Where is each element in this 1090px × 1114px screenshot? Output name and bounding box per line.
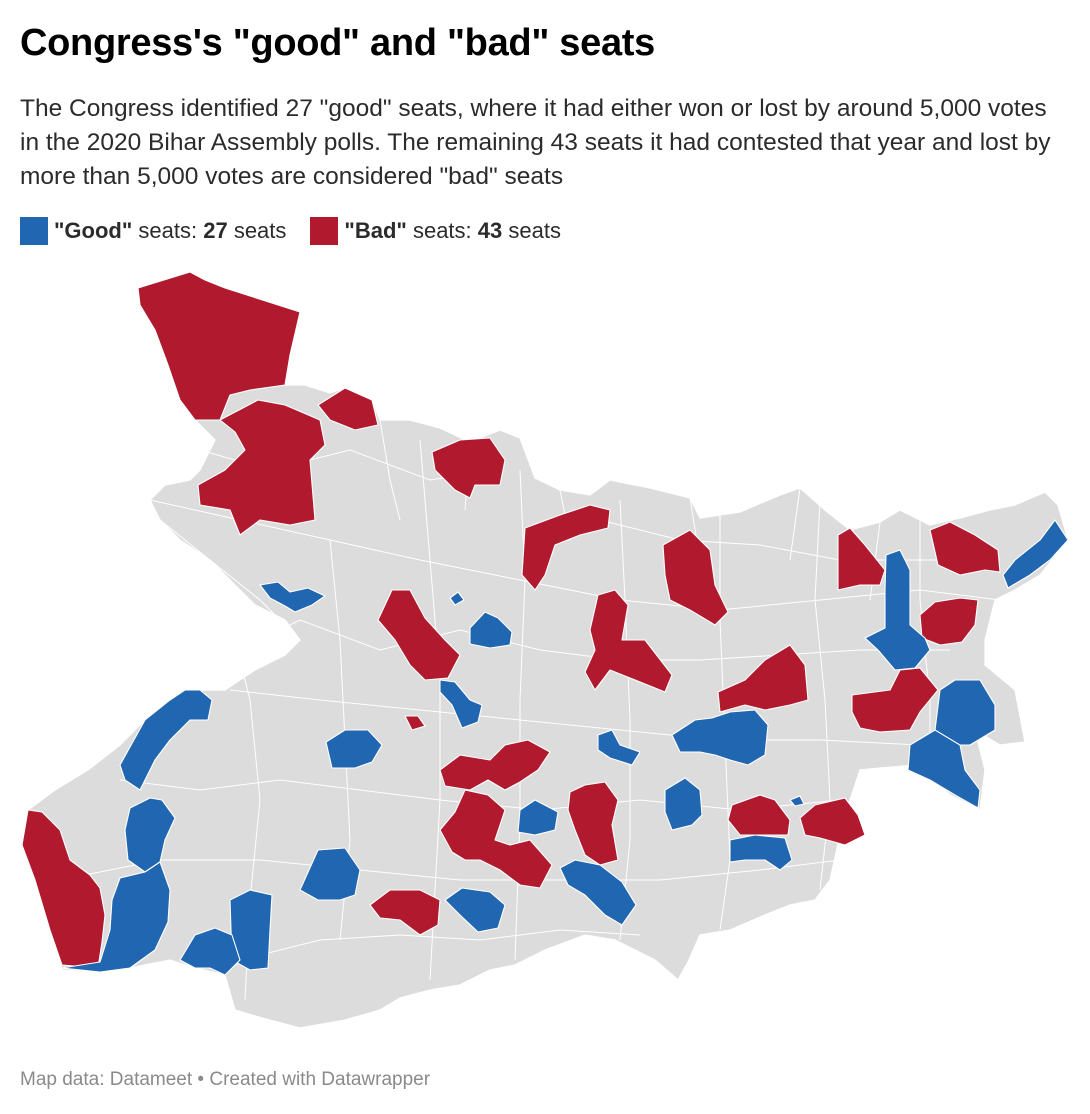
good-seat xyxy=(664,777,703,831)
bad-seat xyxy=(584,589,673,693)
good-seat xyxy=(61,861,171,973)
bad-seat xyxy=(929,521,1001,576)
good-seat xyxy=(449,591,465,606)
bad-seat xyxy=(137,271,301,421)
footer-credit: Map data: Datameet • Created with Datawr… xyxy=(20,1069,431,1090)
good-seat xyxy=(259,581,326,613)
legend-text-good: "Good" seats: 27 seats xyxy=(54,218,287,243)
bad-seat xyxy=(21,809,106,969)
legend-swatch-good xyxy=(20,217,48,245)
good-seat xyxy=(469,611,513,649)
bad-seat xyxy=(567,781,619,866)
good-seat xyxy=(789,795,805,807)
bad-seat xyxy=(799,797,866,846)
bad-seat xyxy=(439,739,551,791)
good-seat xyxy=(439,679,483,729)
bad-seat xyxy=(919,597,979,646)
bad-seat xyxy=(439,789,553,889)
bad-seat xyxy=(662,529,729,626)
legend: "Good" seats: 27 seats "Bad" seats: 43 s… xyxy=(20,216,585,246)
good-seat xyxy=(1002,519,1069,589)
good-seat xyxy=(597,729,641,766)
good-seat xyxy=(299,847,361,901)
bad-seat xyxy=(369,889,441,936)
good-seat xyxy=(517,799,559,836)
good-seat xyxy=(119,689,213,791)
good-seat xyxy=(559,859,637,926)
legend-item-bad: "Bad" seats: 43 seats xyxy=(310,217,561,245)
bad-seat xyxy=(851,667,939,733)
bad-seats xyxy=(21,271,1001,969)
bad-seat xyxy=(431,437,506,499)
chart-subtitle: The Congress identified 27 "good" seats,… xyxy=(20,95,1051,190)
good-seat xyxy=(444,887,506,933)
good-seat xyxy=(729,834,793,871)
good-seat xyxy=(179,927,241,976)
good-seat xyxy=(124,797,176,873)
bad-seat xyxy=(521,504,611,591)
bad-seat xyxy=(717,644,809,713)
bihar-constituency-map xyxy=(0,255,1090,1045)
legend-text-bad: "Bad" seats: 43 seats xyxy=(344,218,561,243)
bad-seat xyxy=(404,715,426,731)
good-seats xyxy=(61,519,1069,976)
bad-seat xyxy=(377,589,461,681)
bad-seat xyxy=(837,527,886,591)
chart-title: Congress's "good" and "bad" seats xyxy=(20,22,655,64)
bad-seat xyxy=(727,794,791,836)
legend-swatch-bad xyxy=(310,217,339,245)
good-seat xyxy=(864,549,931,671)
bad-seat xyxy=(197,399,326,536)
bad-seat xyxy=(317,387,379,431)
good-seat xyxy=(671,709,769,766)
good-seat xyxy=(325,729,383,769)
legend-item-good: "Good" seats: 27 seats xyxy=(20,217,286,245)
good-seat xyxy=(907,729,981,809)
